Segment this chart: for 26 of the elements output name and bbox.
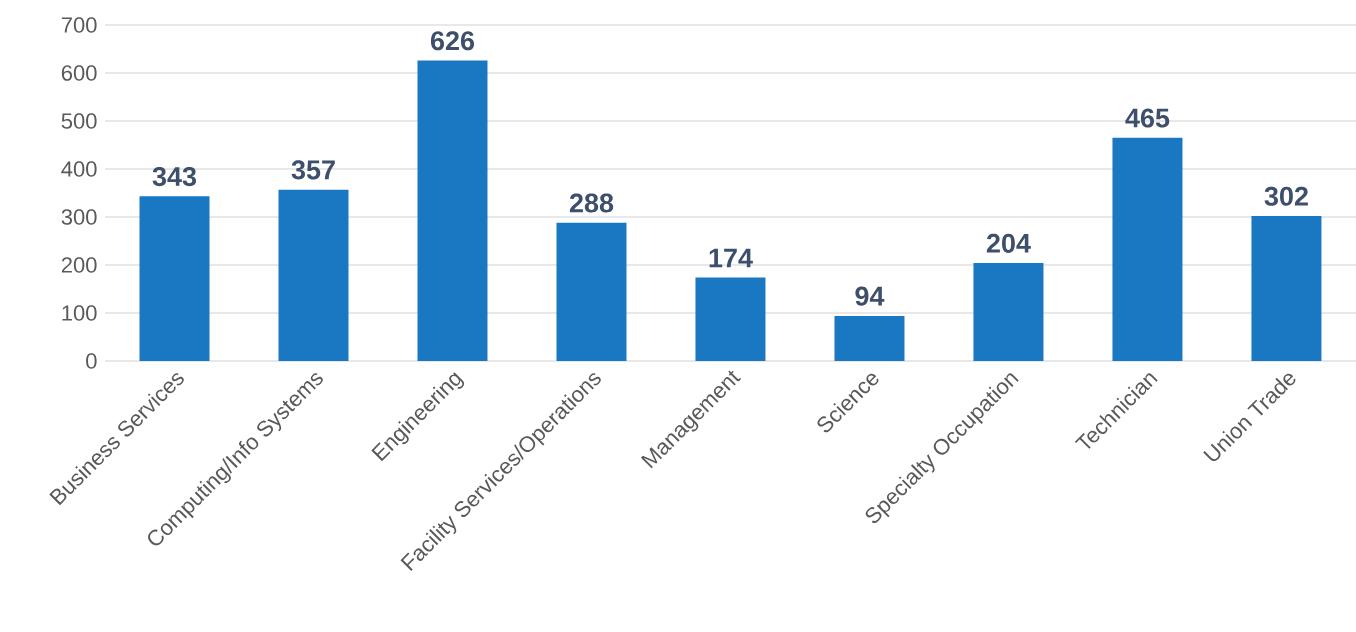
y-tick-label: 200 <box>61 257 97 273</box>
data-label: 343 <box>152 167 197 187</box>
y-tick-label: 600 <box>61 65 97 81</box>
bar <box>1251 216 1322 361</box>
y-tick-label: 100 <box>62 305 97 321</box>
y-tick-label: 400 <box>61 161 97 177</box>
bar <box>695 277 766 361</box>
y-tick-label: 700 <box>61 17 97 33</box>
y-tick-label: 300 <box>61 209 97 225</box>
bar <box>139 196 210 361</box>
data-label: 465 <box>1125 108 1170 128</box>
data-label: 302 <box>1264 186 1308 206</box>
data-label: 204 <box>986 233 1031 253</box>
data-label: 626 <box>430 31 475 51</box>
bar <box>1112 137 1183 361</box>
bar <box>556 222 627 361</box>
bar <box>417 60 488 361</box>
bar <box>973 263 1044 361</box>
bar <box>278 189 349 361</box>
data-label: 174 <box>709 248 753 268</box>
y-tick-label: 500 <box>61 113 97 129</box>
data-label: 288 <box>569 193 614 213</box>
y-tick-label: 0 <box>86 353 97 369</box>
bar <box>834 315 905 361</box>
data-label: 94 <box>855 286 885 306</box>
data-label: 357 <box>291 160 335 180</box>
